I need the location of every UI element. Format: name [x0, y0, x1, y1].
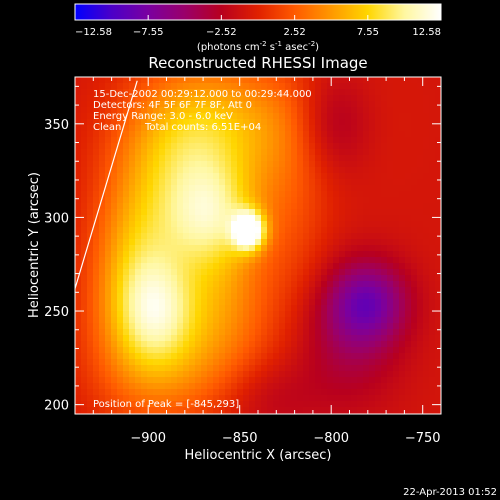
annotation-method: Clean [93, 122, 121, 133]
y-tick-label: 250 [44, 305, 69, 320]
solar-limb-line [75, 80, 138, 289]
y-axis-ticks: 200 250 300 350 [44, 85, 441, 414]
chart-title: Reconstructed RHESSI Image [148, 54, 367, 72]
y-tick-label: 300 [44, 211, 69, 226]
x-tick-label: −750 [405, 431, 441, 446]
colorbar-tick-label: −2.52 [206, 27, 237, 38]
annotation-detectors: Detectors: 4F 5F 6F 7F 8F, Att 0 [93, 100, 252, 111]
y-tick-label: 200 [44, 399, 69, 414]
x-tick-label: −800 [313, 431, 349, 446]
footer-date: 22-Apr-2013 01:52 [403, 487, 497, 498]
colorbar-unit-label: (photons cm-2 s-1 asec-2) [197, 40, 319, 53]
colorbar-tick-label: −7.55 [133, 27, 164, 38]
annotation-energy: Energy Range: 3.0 - 6.0 keV [93, 111, 233, 122]
x-axis-title: Heliocentric X (arcsec) [185, 448, 332, 463]
x-tick-label: −900 [130, 431, 166, 446]
colorbar-tick-label: 12.58 [412, 27, 441, 38]
annotation-peak: Position of Peak = [-845,293] [93, 399, 239, 410]
colorbar-tick-label: 7.55 [357, 27, 379, 38]
x-axis-ticks: −900 −850 −800 −750 [74, 77, 442, 446]
heatmap-image [75, 77, 441, 414]
x-tick-label: −850 [222, 431, 258, 446]
y-tick-label: 350 [44, 118, 69, 133]
annotation-counts: Total counts: 6.51E+04 [144, 122, 261, 133]
colorbar-ticks: −12.58 −7.55 −2.52 2.52 7.55 12.58 [74, 15, 442, 38]
annotation-time: 15-Dec-2002 00:29:12.000 to 00:29:44.000 [93, 89, 312, 100]
plot-area: −900 −850 −800 −750 200 250 300 350 [44, 76, 442, 446]
colorbar-tick-label: 2.52 [284, 27, 306, 38]
colorbar-bar [74, 3, 442, 21]
annotations: 15-Dec-2002 00:29:12.000 to 00:29:44.000… [93, 89, 312, 410]
colorbar-tick-label: −12.58 [75, 27, 112, 38]
y-axis-title: Heliocentric Y (arcsec) [27, 172, 42, 318]
image-foreign [75, 77, 441, 414]
colorbar: −12.58 −7.55 −2.52 2.52 7.55 12.58 (photons c… [74, 3, 442, 53]
